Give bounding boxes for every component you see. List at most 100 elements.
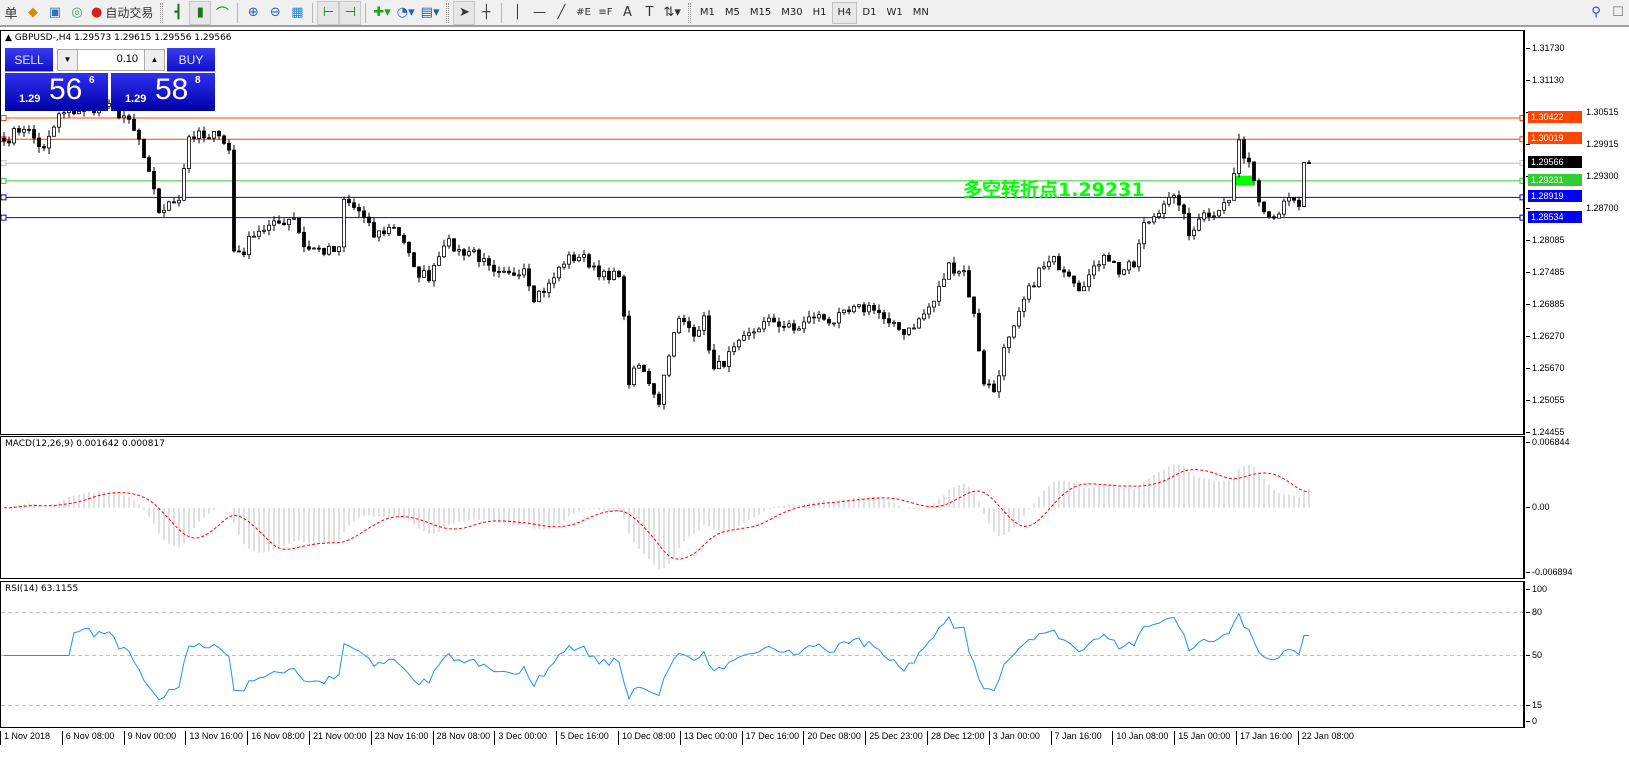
timeframe-m5[interactable]: M5 [724, 7, 740, 18]
buy-button[interactable]: BUY [167, 48, 215, 72]
text-label-icon[interactable]: T [645, 5, 654, 20]
data-window-icon[interactable]: ▣ [48, 5, 62, 20]
zoom-in-icon[interactable]: ⊕ [247, 5, 259, 20]
bull-candle [752, 331, 756, 334]
timeframe-m15[interactable]: M15 [749, 7, 772, 18]
price-tick-label: 1.29300 [1526, 171, 1619, 182]
bull-candle [267, 224, 271, 231]
bull-candle [787, 323, 791, 328]
timeframe-m1[interactable]: M1 [699, 7, 715, 18]
lots-value[interactable]: 0.10 [116, 53, 138, 65]
bear-candle [412, 252, 416, 268]
bull-candle [432, 264, 436, 282]
time-tick-label: 20 Dec 08:00 [803, 731, 861, 745]
trendline-icon[interactable]: ╱ [557, 5, 566, 20]
toolbar-grip[interactable] [160, 2, 164, 23]
fibonacci-icon[interactable]: #E [576, 7, 591, 18]
time-axis[interactable]: 1 Nov 2018 6 Nov 08:00 9 Nov 00:00 13 Nov 1… [0, 729, 1525, 749]
bear-candle [357, 207, 361, 212]
bull-candle [817, 314, 821, 319]
price-level-label: 1.28534 [1528, 210, 1582, 223]
lots-decrease-icon[interactable]: ▼ [58, 50, 78, 70]
bear-candle [1257, 180, 1261, 203]
bear-candle [687, 321, 691, 328]
bull-candle [757, 328, 761, 333]
bear-candle [1307, 162, 1311, 164]
bear-candle [872, 305, 876, 311]
macd-tick-label: 0.00 [1526, 501, 1550, 512]
text-icon[interactable]: A [623, 5, 632, 20]
main-chart[interactable]: ▲ GBPUSD-,H4 1.29573 1.29615 1.29556 1.2… [0, 30, 1525, 435]
fibo-fan-icon[interactable]: ≡F [598, 7, 613, 18]
market-watch-icon[interactable]: ◆ [28, 5, 38, 20]
macd-label: MACD(12,26,9) 0.001642 0.000817 [5, 439, 165, 449]
bear-candle [367, 216, 371, 223]
bull-candle [892, 322, 896, 324]
search-icon[interactable]: ⚲ [1591, 5, 1601, 20]
bull-candle [852, 306, 856, 313]
auto-trading-button[interactable]: ● 自动交易 [88, 1, 156, 25]
bear-candle [512, 272, 516, 276]
macd-panel[interactable]: MACD(12,26,9) 0.001642 0.000817 [0, 436, 1525, 579]
zoom-out-icon[interactable]: ⊖ [269, 5, 281, 20]
signal-icon[interactable]: ◎ [71, 5, 83, 20]
timeframe-w1[interactable]: W1 [886, 7, 903, 18]
bull-candle [762, 321, 766, 330]
bear-candle [862, 304, 866, 313]
bear-candle [1077, 282, 1081, 292]
bear-candle [277, 220, 281, 224]
bear-candle [402, 234, 406, 243]
rsi-panel[interactable]: RSI(14) 63.1155 [0, 581, 1525, 728]
timeframe-h1[interactable]: H1 [812, 7, 827, 18]
price-tick-label: 1.26885 [1526, 298, 1565, 309]
bar-chart-icon[interactable]: ┫ [174, 5, 183, 20]
rsi-tick-label: 0 [1525, 716, 1538, 726]
buy-price[interactable]: 1.29 58 8 [111, 73, 215, 111]
timeframe-m30[interactable]: M30 [781, 7, 803, 18]
bear-candle [1262, 201, 1266, 213]
bear-candle [982, 350, 986, 385]
auto-scroll-icon[interactable]: ⊣ [339, 0, 362, 25]
vertical-line-icon[interactable]: │ [513, 5, 522, 20]
bear-candle [812, 316, 816, 319]
bear-candle [322, 248, 326, 255]
bull-candle [837, 312, 841, 324]
bear-candle [572, 254, 576, 262]
bear-candle [302, 231, 306, 248]
line-chart-icon[interactable]: ⌒ [215, 7, 229, 22]
horizontal-line-icon[interactable]: — [532, 5, 546, 20]
bull-candle [1007, 336, 1011, 349]
candlestick-icon[interactable]: ▮ [189, 0, 212, 25]
cursor-icon[interactable]: ➤ [453, 0, 476, 25]
sell-price[interactable]: 1.29 56 6 [5, 73, 108, 111]
timeframe-d1[interactable]: D1 [862, 7, 877, 18]
bear-candle [282, 222, 286, 226]
lots-input[interactable]: ▼ 0.10 ▲ [57, 49, 165, 71]
price-axis[interactable]: 1.31730 1.31130 1.30515 1.29915 1.29300 1.287… [1526, 30, 1629, 437]
rsi-tick-label: 100 [1525, 584, 1548, 594]
time-tick-label: 23 Nov 16:00 [370, 731, 428, 745]
chart-shift-icon[interactable]: ⊢ [317, 0, 340, 25]
sell-button[interactable]: SELL [5, 48, 53, 72]
new-order-text[interactable]: 单 [4, 7, 18, 22]
timeframe-h4[interactable]: H4 [831, 1, 858, 24]
crosshair-icon[interactable]: ┼ [482, 5, 491, 20]
chat-icon[interactable]: ☐ [1612, 5, 1624, 20]
timeframe-mn[interactable]: MN [912, 7, 929, 18]
rsi-tick-label: 50 [1525, 649, 1543, 660]
sell-price-fraction: 6 [89, 75, 95, 86]
chart-title: ▲ GBPUSD-,H4 1.29573 1.29615 1.29556 1.2… [5, 33, 232, 43]
bear-candle [397, 227, 401, 236]
tile-windows-icon[interactable]: ▦ [291, 5, 304, 20]
bear-candle [1177, 195, 1181, 206]
price-tick-label: 1.26270 [1526, 331, 1565, 342]
bull-candle [77, 111, 81, 115]
new-chart-icon[interactable]: ✚▾ [373, 5, 391, 20]
lots-increase-icon[interactable]: ▲ [144, 50, 164, 70]
period-clock-icon[interactable]: ◔▾ [396, 5, 415, 20]
arrows-icon[interactable]: ⇅▾ [663, 5, 681, 20]
bull-candle [917, 318, 921, 329]
templates-icon[interactable]: ▤▾ [420, 5, 440, 20]
price-tick-label: 1.27485 [1526, 267, 1565, 277]
bull-candle [1217, 209, 1221, 217]
